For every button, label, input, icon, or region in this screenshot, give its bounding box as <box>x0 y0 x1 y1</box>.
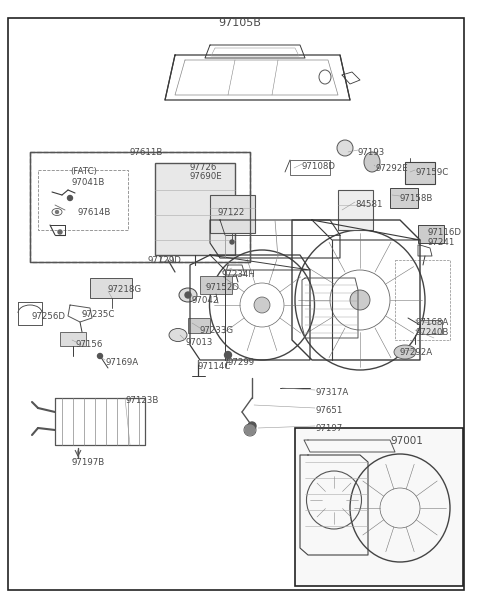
Circle shape <box>225 352 231 359</box>
Text: 97299: 97299 <box>228 358 255 367</box>
Bar <box>405 162 435 184</box>
Text: 97122: 97122 <box>218 208 245 217</box>
Bar <box>420 320 442 334</box>
Bar <box>390 188 418 208</box>
Bar <box>290 160 330 175</box>
Text: 97690E: 97690E <box>190 172 223 181</box>
Text: 97105B: 97105B <box>218 18 262 28</box>
Text: 97197: 97197 <box>315 424 342 433</box>
Text: 97256D: 97256D <box>32 312 66 321</box>
Text: 97193: 97193 <box>358 148 385 157</box>
Bar <box>200 276 232 294</box>
Bar <box>38 170 128 230</box>
Bar <box>30 152 250 262</box>
Text: 97114C: 97114C <box>198 362 231 371</box>
Bar <box>395 260 450 340</box>
Text: 97292E: 97292E <box>375 164 408 173</box>
Text: 97218G: 97218G <box>108 285 142 294</box>
Text: 97240B: 97240B <box>415 328 448 337</box>
Text: 97041B: 97041B <box>72 178 106 187</box>
Text: 97197B: 97197B <box>72 458 105 467</box>
Text: (FATC): (FATC) <box>70 167 97 176</box>
Bar <box>30 152 250 262</box>
Text: 97042: 97042 <box>192 296 219 305</box>
Bar <box>338 190 373 230</box>
Text: 97169A: 97169A <box>105 358 138 367</box>
Text: 97108D: 97108D <box>302 162 336 171</box>
Ellipse shape <box>179 288 197 302</box>
Circle shape <box>248 422 256 430</box>
Bar <box>155 163 235 255</box>
Text: 97292A: 97292A <box>400 348 433 357</box>
Circle shape <box>97 353 103 359</box>
Text: 97611B: 97611B <box>130 148 163 157</box>
Bar <box>60 332 86 346</box>
Text: 97651: 97651 <box>315 406 342 415</box>
Bar <box>90 278 132 298</box>
Ellipse shape <box>350 290 370 310</box>
Text: 97158B: 97158B <box>400 194 433 203</box>
Text: 97116D: 97116D <box>428 228 462 237</box>
Text: 97726: 97726 <box>190 163 217 172</box>
Bar <box>418 225 444 243</box>
Text: 97013: 97013 <box>185 338 212 347</box>
Text: 97233G: 97233G <box>200 326 234 335</box>
Text: 97156: 97156 <box>76 340 103 349</box>
Text: 84581: 84581 <box>355 200 383 209</box>
Text: 97241: 97241 <box>428 238 456 247</box>
Ellipse shape <box>254 297 270 313</box>
Ellipse shape <box>337 140 353 156</box>
Ellipse shape <box>394 345 416 359</box>
Text: 97129D: 97129D <box>148 256 182 265</box>
Text: 97317A: 97317A <box>315 388 348 397</box>
Bar <box>210 195 255 233</box>
Ellipse shape <box>364 152 380 172</box>
Text: 97152D: 97152D <box>205 283 239 292</box>
Circle shape <box>245 425 255 435</box>
Ellipse shape <box>169 329 187 341</box>
Circle shape <box>230 240 234 244</box>
Text: 97123B: 97123B <box>125 396 158 405</box>
Circle shape <box>58 230 62 234</box>
Text: 97001: 97001 <box>390 436 423 446</box>
Text: 97614B: 97614B <box>78 208 111 217</box>
Text: 97234H: 97234H <box>222 270 256 279</box>
Circle shape <box>68 196 72 200</box>
Text: 97159C: 97159C <box>415 168 448 177</box>
Text: 97235C: 97235C <box>82 310 115 319</box>
Bar <box>295 428 463 586</box>
Circle shape <box>185 292 191 298</box>
Bar <box>188 318 210 333</box>
Text: 97168A: 97168A <box>415 318 448 327</box>
Circle shape <box>56 211 59 214</box>
